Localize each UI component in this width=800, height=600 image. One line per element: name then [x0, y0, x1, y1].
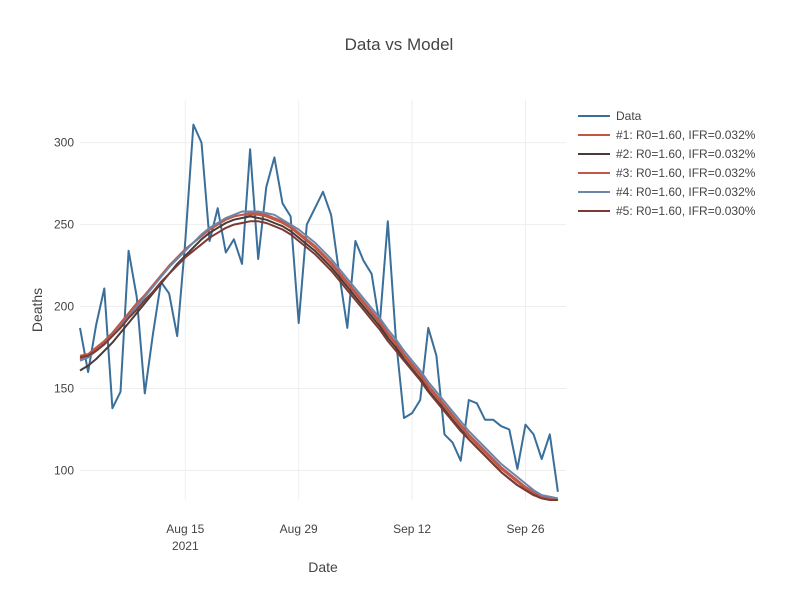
series-line-model-5	[79, 220, 558, 501]
x-tick-sublabel: 2021	[172, 539, 199, 553]
y-axis-title: Deaths	[29, 288, 45, 332]
chart-title: Data vs Model	[345, 35, 454, 54]
legend-item[interactable]: #1: R0=1.60, IFR=0.032%	[578, 128, 756, 142]
x-tick-label: Aug 29	[280, 522, 318, 536]
legend-item[interactable]: Data	[578, 109, 642, 123]
legend-label: #4: R0=1.60, IFR=0.032%	[616, 185, 756, 199]
series-line-model-4	[79, 210, 559, 500]
legend-label: #2: R0=1.60, IFR=0.032%	[616, 147, 756, 161]
legend-item[interactable]: #3: R0=1.60, IFR=0.032%	[578, 166, 756, 180]
legend-label: #1: R0=1.60, IFR=0.032%	[616, 128, 756, 142]
x-tick-label: Aug 15	[166, 522, 204, 536]
legend-label: Data	[616, 109, 642, 123]
y-tick-label: 150	[54, 382, 74, 396]
y-axis: 100 150 200 250 300	[54, 136, 74, 478]
legend-item[interactable]: #2: R0=1.60, IFR=0.032%	[578, 147, 756, 161]
x-tick-label: Sep 12	[393, 522, 431, 536]
series-line-data	[79, 123, 559, 492]
legend-label: #3: R0=1.60, IFR=0.032%	[616, 166, 756, 180]
x-tick-label: Sep 26	[506, 522, 544, 536]
legend: Data #1: R0=1.60, IFR=0.032% #2: R0=1.60, …	[578, 109, 756, 218]
x-axis: Aug 15 2021 Aug 29 Sep 12 Sep 26	[166, 522, 545, 553]
y-tick-label: 250	[54, 218, 74, 232]
series-line-model-3	[79, 212, 559, 501]
legend-item[interactable]: #4: R0=1.60, IFR=0.032%	[578, 185, 756, 199]
grid	[80, 100, 566, 500]
legend-label: #5: R0=1.60, IFR=0.030%	[616, 204, 756, 218]
legend-item[interactable]: #5: R0=1.60, IFR=0.030%	[578, 204, 756, 218]
y-tick-label: 200	[54, 300, 74, 314]
plot-area	[79, 123, 559, 501]
y-tick-label: 100	[54, 463, 74, 477]
y-tick-label: 300	[54, 136, 74, 150]
x-axis-title: Date	[308, 559, 338, 575]
